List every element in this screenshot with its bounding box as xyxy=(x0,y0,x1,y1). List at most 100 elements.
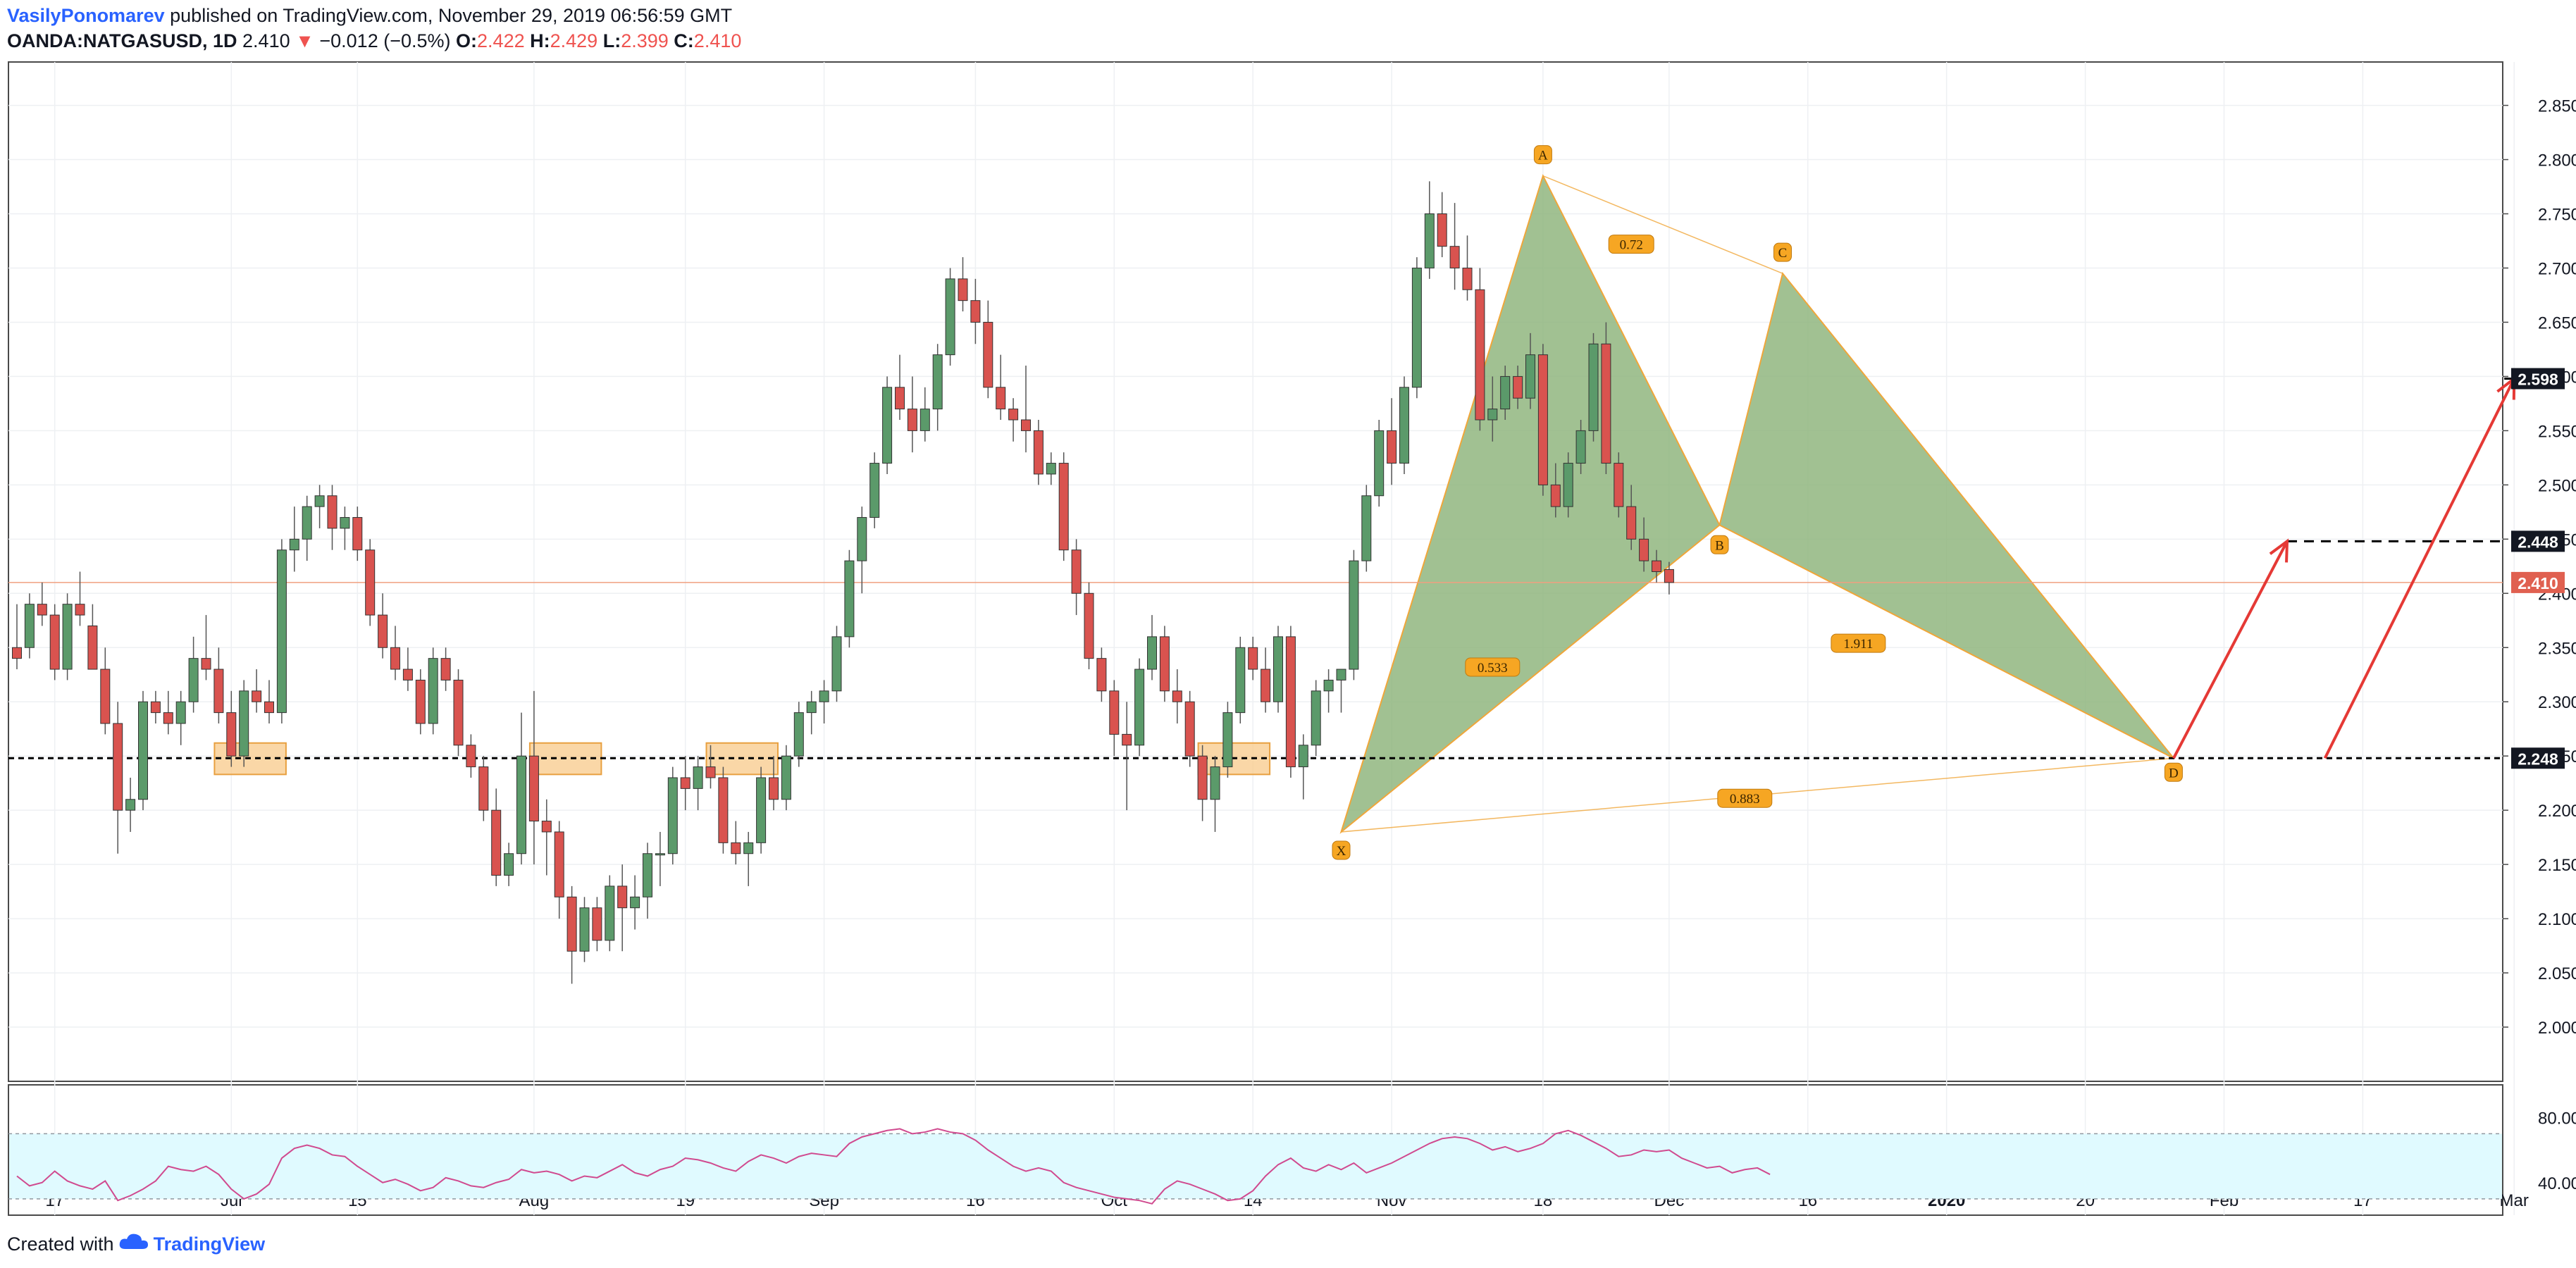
candle[interactable] xyxy=(806,701,817,714)
candle[interactable] xyxy=(1614,463,1624,507)
candle[interactable] xyxy=(1361,495,1372,561)
candle[interactable] xyxy=(201,658,211,670)
author-link[interactable]: VasilyPonomarev xyxy=(7,5,165,26)
candle[interactable] xyxy=(1021,419,1031,431)
candle[interactable] xyxy=(1626,506,1637,540)
candle[interactable] xyxy=(1311,690,1321,746)
candle[interactable] xyxy=(1664,568,1674,583)
candle[interactable] xyxy=(491,809,502,876)
pattern-xab-triangle[interactable] xyxy=(1339,173,1721,834)
candle[interactable] xyxy=(1134,669,1145,746)
candle[interactable] xyxy=(970,300,981,323)
candle[interactable] xyxy=(1071,549,1082,594)
candle[interactable] xyxy=(541,821,552,833)
candle[interactable] xyxy=(793,712,804,757)
candle[interactable] xyxy=(983,321,993,388)
candle[interactable] xyxy=(907,409,917,431)
candle[interactable] xyxy=(402,669,413,680)
symbol-name[interactable]: OANDA:NATGASUSD, 1D xyxy=(7,30,237,51)
candle[interactable] xyxy=(213,669,224,714)
candle[interactable] xyxy=(252,690,262,702)
price-pane[interactable] xyxy=(8,61,2503,1082)
candle[interactable] xyxy=(895,387,905,410)
candle[interactable] xyxy=(919,409,930,431)
candle[interactable] xyxy=(264,701,274,714)
candle[interactable] xyxy=(643,853,652,897)
candle[interactable] xyxy=(1084,592,1094,659)
candle[interactable] xyxy=(605,885,615,941)
candle[interactable] xyxy=(1109,690,1120,735)
candle[interactable] xyxy=(163,712,173,724)
candle[interactable] xyxy=(869,463,880,518)
candle[interactable] xyxy=(1058,463,1069,551)
candle[interactable] xyxy=(239,690,249,757)
candle[interactable] xyxy=(37,604,47,616)
candle[interactable] xyxy=(932,354,943,410)
candle[interactable] xyxy=(781,755,791,800)
tradingview-link[interactable]: TradingView xyxy=(153,1233,266,1255)
candle[interactable] xyxy=(516,755,526,854)
candle[interactable] xyxy=(1537,354,1548,485)
candle[interactable] xyxy=(1222,712,1233,768)
candle[interactable] xyxy=(566,896,577,952)
candle[interactable] xyxy=(579,907,590,952)
candle[interactable] xyxy=(996,387,1006,410)
candle[interactable] xyxy=(1323,679,1334,692)
candle[interactable] xyxy=(1575,430,1586,464)
candle[interactable] xyxy=(705,766,716,778)
candle[interactable] xyxy=(630,896,640,909)
candle[interactable] xyxy=(1424,213,1435,268)
candle[interactable] xyxy=(831,636,842,692)
candle[interactable] xyxy=(1197,755,1208,800)
candle[interactable] xyxy=(1437,213,1447,247)
candle[interactable] xyxy=(1500,375,1511,410)
candle[interactable] xyxy=(327,495,338,529)
candle[interactable] xyxy=(769,777,779,800)
candle[interactable] xyxy=(62,604,73,670)
candle[interactable] xyxy=(743,842,754,854)
candle[interactable] xyxy=(667,777,678,854)
projection-arrow-2[interactable] xyxy=(2323,378,2515,759)
candle[interactable] xyxy=(1411,267,1422,388)
candle[interactable] xyxy=(680,777,691,789)
candle[interactable] xyxy=(466,745,476,768)
candle[interactable] xyxy=(1588,343,1599,431)
candle[interactable] xyxy=(113,723,123,811)
candle[interactable] xyxy=(1387,430,1397,464)
candle[interactable] xyxy=(617,885,628,909)
candle[interactable] xyxy=(24,604,35,648)
candle[interactable] xyxy=(1008,409,1019,421)
candle[interactable] xyxy=(390,647,400,670)
candle[interactable] xyxy=(592,907,602,941)
candle[interactable] xyxy=(693,766,703,789)
candle[interactable] xyxy=(528,755,539,822)
candle[interactable] xyxy=(857,517,867,561)
candle[interactable] xyxy=(415,679,426,724)
candle[interactable] xyxy=(1046,463,1056,475)
candle[interactable] xyxy=(945,278,955,356)
candle[interactable] xyxy=(1462,267,1473,290)
candle[interactable] xyxy=(478,766,489,811)
candle[interactable] xyxy=(882,387,893,464)
candle[interactable] xyxy=(1639,538,1649,561)
candle[interactable] xyxy=(1184,701,1195,757)
candle[interactable] xyxy=(504,853,514,876)
candle[interactable] xyxy=(226,712,237,757)
candle[interactable] xyxy=(188,658,199,702)
candle[interactable] xyxy=(1475,289,1485,421)
candle[interactable] xyxy=(1652,560,1661,573)
candle[interactable] xyxy=(340,517,350,529)
candle[interactable] xyxy=(1298,745,1308,768)
candle[interactable] xyxy=(1399,387,1409,464)
candle[interactable] xyxy=(1096,658,1107,692)
candle[interactable] xyxy=(731,842,741,854)
candle[interactable] xyxy=(302,506,312,540)
candle[interactable] xyxy=(756,777,767,843)
candle[interactable] xyxy=(844,560,855,638)
candle[interactable] xyxy=(718,777,729,843)
candle[interactable] xyxy=(1513,375,1523,399)
candle[interactable] xyxy=(655,853,665,856)
candle[interactable] xyxy=(1147,636,1157,670)
candle[interactable] xyxy=(314,495,325,507)
